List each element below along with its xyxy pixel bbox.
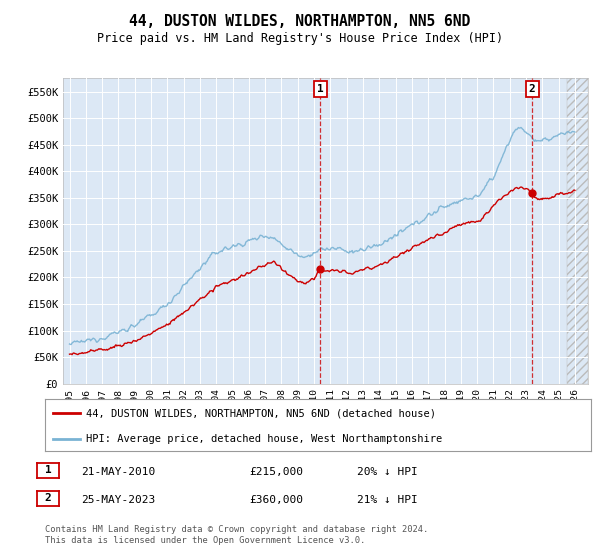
- Text: 44, DUSTON WILDES, NORTHAMPTON, NN5 6ND: 44, DUSTON WILDES, NORTHAMPTON, NN5 6ND: [130, 14, 470, 29]
- Text: 25-MAY-2023: 25-MAY-2023: [81, 494, 155, 505]
- Text: £215,000: £215,000: [249, 466, 303, 477]
- Text: 20% ↓ HPI: 20% ↓ HPI: [357, 466, 418, 477]
- Text: 44, DUSTON WILDES, NORTHAMPTON, NN5 6ND (detached house): 44, DUSTON WILDES, NORTHAMPTON, NN5 6ND …: [86, 408, 436, 418]
- Text: 1: 1: [317, 84, 323, 94]
- Text: 2: 2: [529, 84, 536, 94]
- Text: 2: 2: [44, 493, 52, 503]
- Text: Price paid vs. HM Land Registry's House Price Index (HPI): Price paid vs. HM Land Registry's House …: [97, 32, 503, 45]
- Text: HPI: Average price, detached house, West Northamptonshire: HPI: Average price, detached house, West…: [86, 435, 442, 445]
- Text: £360,000: £360,000: [249, 494, 303, 505]
- Text: Contains HM Land Registry data © Crown copyright and database right 2024.
This d: Contains HM Land Registry data © Crown c…: [45, 525, 428, 545]
- Text: 21% ↓ HPI: 21% ↓ HPI: [357, 494, 418, 505]
- Text: 1: 1: [44, 465, 52, 475]
- Text: 21-MAY-2010: 21-MAY-2010: [81, 466, 155, 477]
